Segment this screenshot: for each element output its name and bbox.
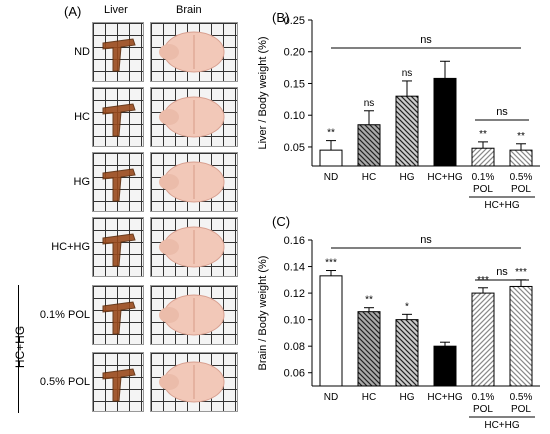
y-tick-label: 0.08 [284, 341, 305, 353]
y-tick-label: 0.05 [284, 142, 305, 154]
bar [395, 319, 419, 387]
bar [509, 285, 533, 387]
significance-label: ** [517, 131, 525, 142]
significance-label: ** [365, 295, 373, 306]
bar [509, 149, 533, 167]
y-tick-label: 0.15 [284, 78, 305, 90]
group-label: HC+HG [484, 200, 520, 211]
liver-photo [92, 217, 144, 277]
y-axis-label: Brain / Body weight (%) [257, 256, 269, 371]
bar [433, 77, 457, 167]
x-tick-label: POL [511, 184, 531, 195]
bar [319, 149, 343, 167]
significance-label: ns [364, 98, 375, 109]
liver-photo [92, 352, 144, 412]
brain-photo [150, 22, 238, 82]
brain-photo [150, 352, 238, 412]
bar [471, 292, 495, 387]
x-tick-label: HG [400, 172, 415, 183]
y-tick-label: 0.16 [284, 235, 305, 247]
significance-label: * [405, 301, 409, 312]
significance-label: *** [325, 258, 337, 269]
x-tick-label: POL [473, 404, 493, 415]
brain-photo [150, 285, 238, 345]
chart-b: (B) 0.05 0.10 0.15 0.20 0.25 Liver / Body weig… [257, 10, 540, 211]
significance-label: ** [327, 128, 335, 139]
bar [357, 124, 381, 167]
y-tick-label: 0.25 [284, 15, 305, 27]
y-axis-label: Liver / Body weight (%) [257, 36, 269, 149]
brain-photo [150, 152, 238, 212]
row-label: HC [74, 111, 90, 123]
significance-label: *** [515, 267, 527, 278]
bracket-label: ns [420, 34, 432, 46]
x-tick-label: ND [324, 172, 338, 183]
row-label: HG [73, 176, 91, 188]
brain-photo [150, 217, 238, 277]
bracket-label: ns [420, 234, 432, 246]
hc-hg-bracket-line [18, 285, 19, 413]
liver-photo [92, 152, 144, 212]
x-tick-label: HG [400, 392, 415, 403]
x-tick-label: HC+HG [427, 392, 463, 403]
x-tick-label: ND [324, 392, 338, 403]
x-tick-label: 0.1% [472, 172, 495, 183]
y-tick-label: 0.10 [284, 315, 305, 327]
x-tick-label: HC [362, 392, 376, 403]
bar [319, 275, 343, 387]
bar [433, 345, 457, 387]
group-label: HC+HG [484, 420, 520, 431]
liver-column-header: Liver [104, 4, 128, 16]
x-tick-label: HC [362, 172, 376, 183]
row-label: 0.5% POL [39, 376, 90, 388]
row-label: ND [74, 46, 90, 58]
panel-label: (B) [272, 10, 289, 25]
x-tick-label: POL [511, 404, 531, 415]
significance-label: ns [402, 68, 413, 79]
row-label: 0.1% POL [39, 309, 90, 321]
significance-label: ** [479, 129, 487, 140]
brain-photo [150, 87, 238, 147]
brain-column-header: Brain [176, 4, 202, 16]
y-tick-label: 0.10 [284, 110, 305, 122]
chart-c: (C) 0.06 0.08 0.10 0.12 0.14 0.16 Brain / Body … [257, 214, 540, 431]
panel-a-label: (A) [64, 4, 82, 19]
y-tick-label: 0.12 [284, 288, 305, 300]
panel-label: (C) [272, 214, 290, 229]
row-label: HC+HG [51, 241, 90, 253]
x-tick-label: 0.1% [472, 392, 495, 403]
y-tick-label: 0.20 [284, 47, 305, 59]
bar [395, 95, 419, 167]
liver-photo [92, 285, 144, 345]
x-tick-label: POL [473, 184, 493, 195]
x-tick-label: 0.5% [510, 172, 533, 183]
bracket-label: ns [496, 266, 508, 278]
bracket-label: ns [496, 106, 508, 118]
y-tick-label: 0.14 [284, 262, 305, 274]
hc-hg-bracket-label: HC+HG [13, 325, 27, 369]
bar [471, 147, 495, 167]
bar [357, 311, 381, 387]
x-tick-label: HC+HG [427, 172, 463, 183]
liver-photo [92, 22, 144, 82]
x-tick-label: 0.5% [510, 392, 533, 403]
liver-photo [92, 87, 144, 147]
y-tick-label: 0.06 [284, 368, 305, 380]
